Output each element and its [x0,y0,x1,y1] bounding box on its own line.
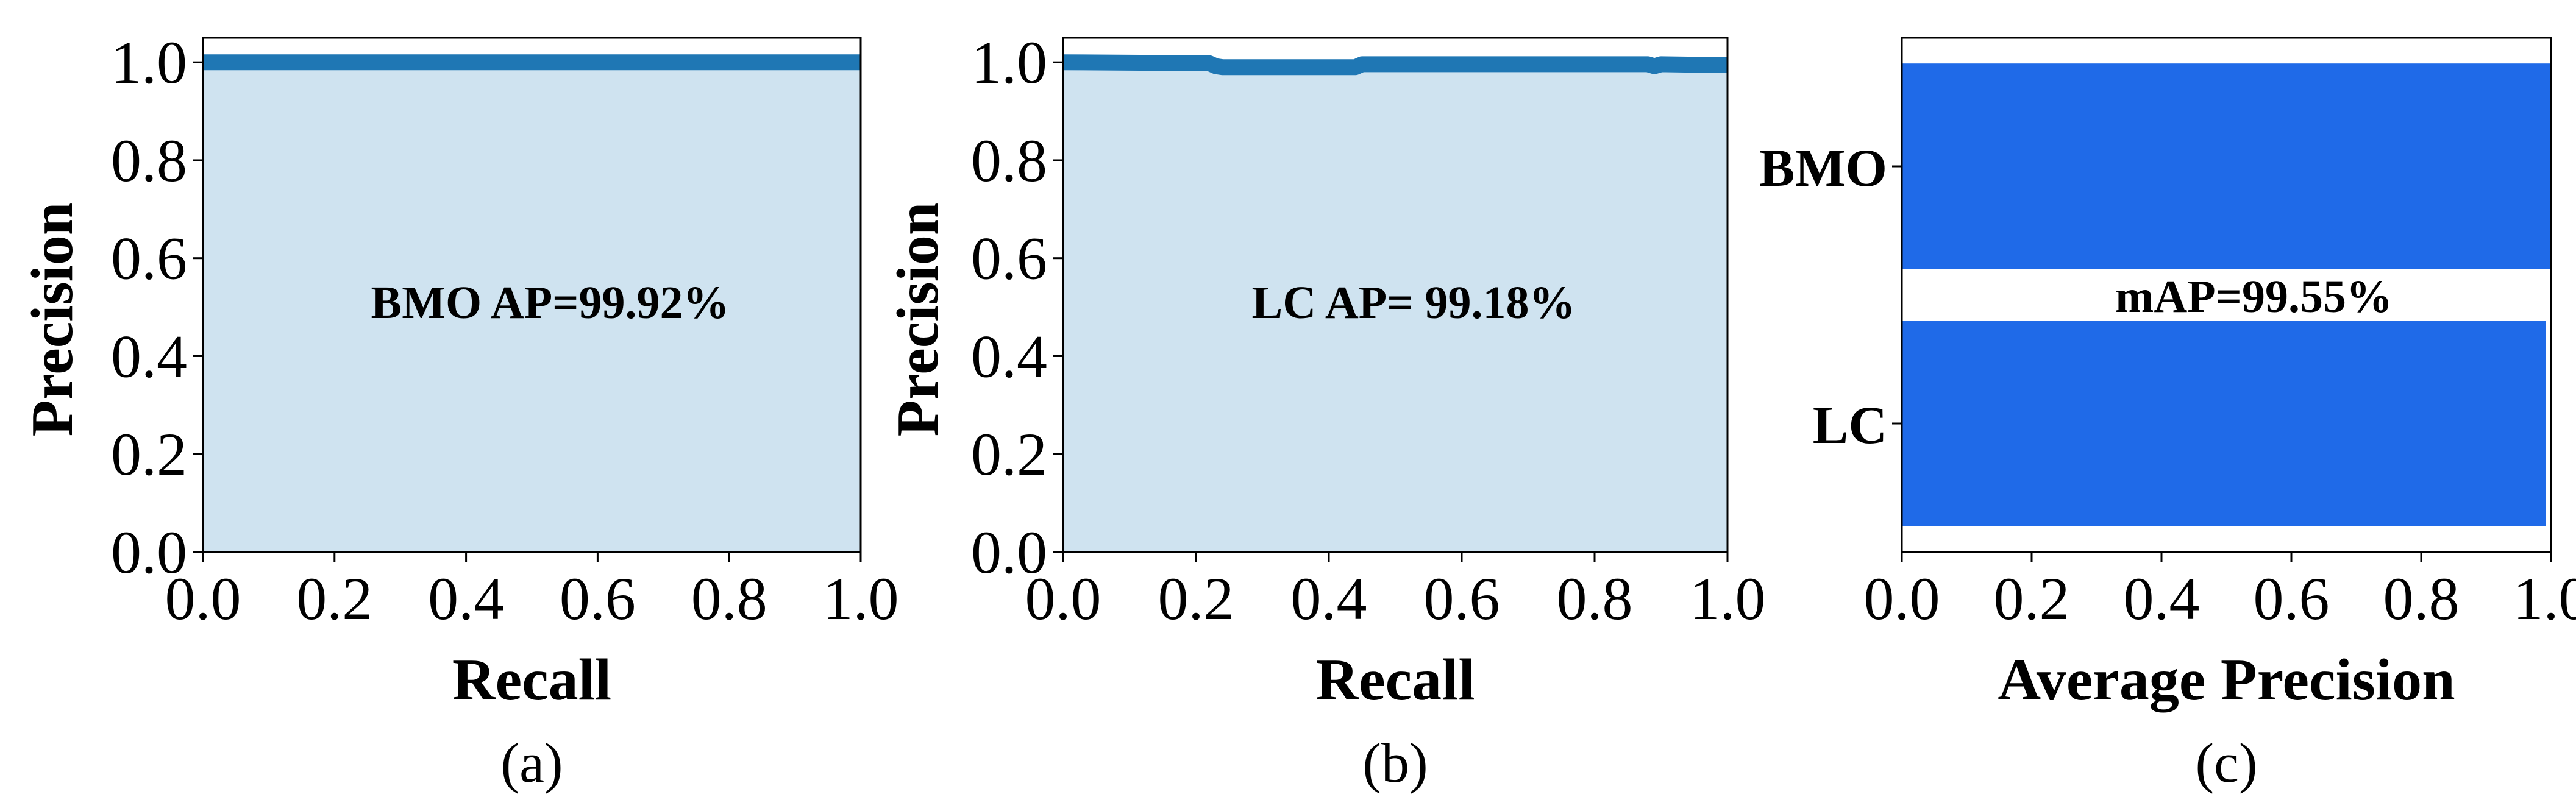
y-tick-label: 0.6 [111,225,187,292]
pr-curve-line [1062,54,1728,76]
x-axis-title: Recall [1315,647,1475,713]
x-tick-label: 0.0 [1864,565,1940,632]
y-axis-title: Precision [885,202,951,437]
panel-label: (b) [1362,732,1428,794]
ap-annotation: BMO AP=99.92% [371,277,730,328]
x-tick-label: 0.0 [165,565,241,632]
x-tick-label: 0.8 [1557,565,1633,632]
x-tick-label: 0.2 [1158,565,1234,632]
category-label: LC [1813,396,1887,455]
plot-frame [1062,37,1729,553]
x-tick-label: 0.0 [1025,565,1101,632]
category-label: BMO [1759,139,1887,198]
panel-2: 0.0 0.2 0.4 0.6 0.8 1.0 Precision LC AP= 99.18%… [885,29,1766,794]
bar-bmo [1902,63,2551,269]
x-tick-label: 0.4 [2124,565,2200,632]
y-tick-label: 0.2 [971,420,1047,488]
panel-label: (a) [500,732,563,794]
y-tick-label: 0.6 [971,225,1047,292]
y-tick-label: 1.0 [971,29,1047,96]
panel-1: 0.0 0.2 0.4 0.6 0.8 1.0 Precision BMO AP=99.92%… [20,29,899,794]
y-axis-title: Precision [20,202,85,437]
bar-lc [1902,321,2546,526]
y-tick-label: 0.0 [971,519,1047,586]
x-tick-label: 1.0 [2513,565,2576,632]
pr-area-fill [203,62,861,552]
y-tick-label: 1.0 [111,29,187,96]
x-tick-label: 0.6 [560,565,636,632]
x-tick-label: 0.4 [428,565,504,632]
ap-annotation: LC AP= 99.18% [1252,277,1576,328]
y-tick-label: 0.2 [111,420,187,488]
panel-label: (c) [2195,732,2257,794]
x-tick-label: 0.8 [2383,565,2460,632]
x-axis-title: Average Precision [1998,647,2455,713]
x-tick-label: 0.2 [1994,565,2070,632]
y-tick-label: 0.4 [111,322,187,390]
map-annotation: mAP=99.55% [2115,271,2393,322]
panel-3: BMO LC mAP=99.55% 0.0 0.2 0.4 0.6 0.8 1.0 Average… [1759,37,2576,794]
x-axis-title: Recall [452,647,611,713]
x-tick-label: 0.8 [691,565,767,632]
y-tick-label: 0.8 [111,127,187,194]
y-tick-label: 0.8 [971,127,1047,194]
x-tick-label: 1.0 [823,565,899,632]
pr-area-fill [1063,62,1727,552]
plot-frame [1901,37,2552,553]
x-tick-label: 0.2 [296,565,372,632]
x-tick-label: 1.0 [1690,565,1766,632]
x-tick-label: 0.6 [1424,565,1500,632]
plot-frame [202,37,862,553]
y-tick-label: 0.4 [971,322,1047,390]
x-tick-label: 0.6 [2254,565,2330,632]
x-tick-label: 0.4 [1291,565,1367,632]
y-tick-label: 0.0 [111,519,187,586]
